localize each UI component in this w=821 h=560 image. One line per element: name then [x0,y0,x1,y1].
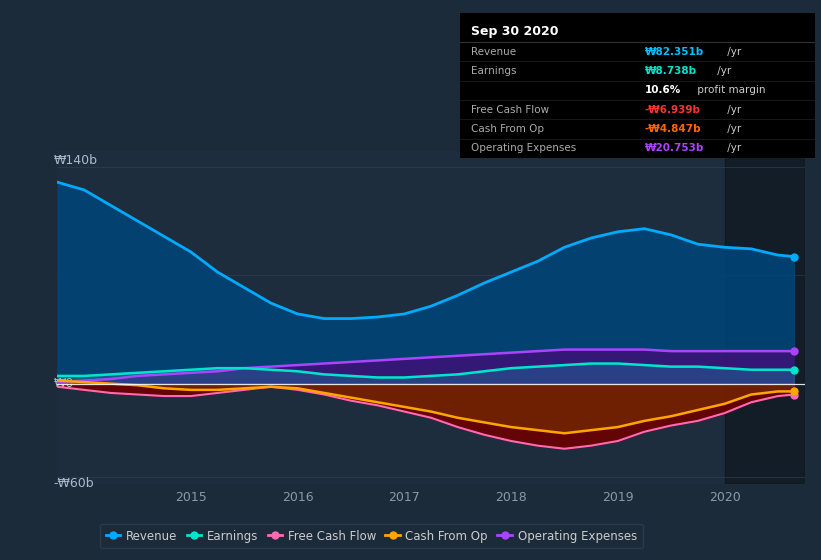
Text: /yr: /yr [724,46,741,57]
Text: ₩82.351b: ₩82.351b [644,46,704,57]
Text: 10.6%: 10.6% [644,85,681,95]
Text: /yr: /yr [724,105,741,115]
Text: Cash From Op: Cash From Op [470,124,544,134]
Text: Operating Expenses: Operating Expenses [470,143,576,153]
Text: -₩6.939b: -₩6.939b [644,105,700,115]
Legend: Revenue, Earnings, Free Cash Flow, Cash From Op, Operating Expenses: Revenue, Earnings, Free Cash Flow, Cash … [100,524,643,548]
Text: /yr: /yr [724,124,741,134]
Text: -₩4.847b: -₩4.847b [644,124,701,134]
Text: -₩60b: -₩60b [53,477,94,489]
Text: ₩8.738b: ₩8.738b [644,66,697,76]
Text: Revenue: Revenue [470,46,516,57]
Text: Sep 30 2020: Sep 30 2020 [470,25,558,38]
Text: ₩20.753b: ₩20.753b [644,143,704,153]
Text: ₩140b: ₩140b [53,153,98,167]
Text: ₩0: ₩0 [53,377,74,390]
Text: profit margin: profit margin [695,85,766,95]
Bar [725,151,805,484]
Text: Earnings: Earnings [470,66,516,76]
Text: /yr: /yr [724,143,741,153]
Text: Free Cash Flow: Free Cash Flow [470,105,548,115]
Text: /yr: /yr [714,66,732,76]
